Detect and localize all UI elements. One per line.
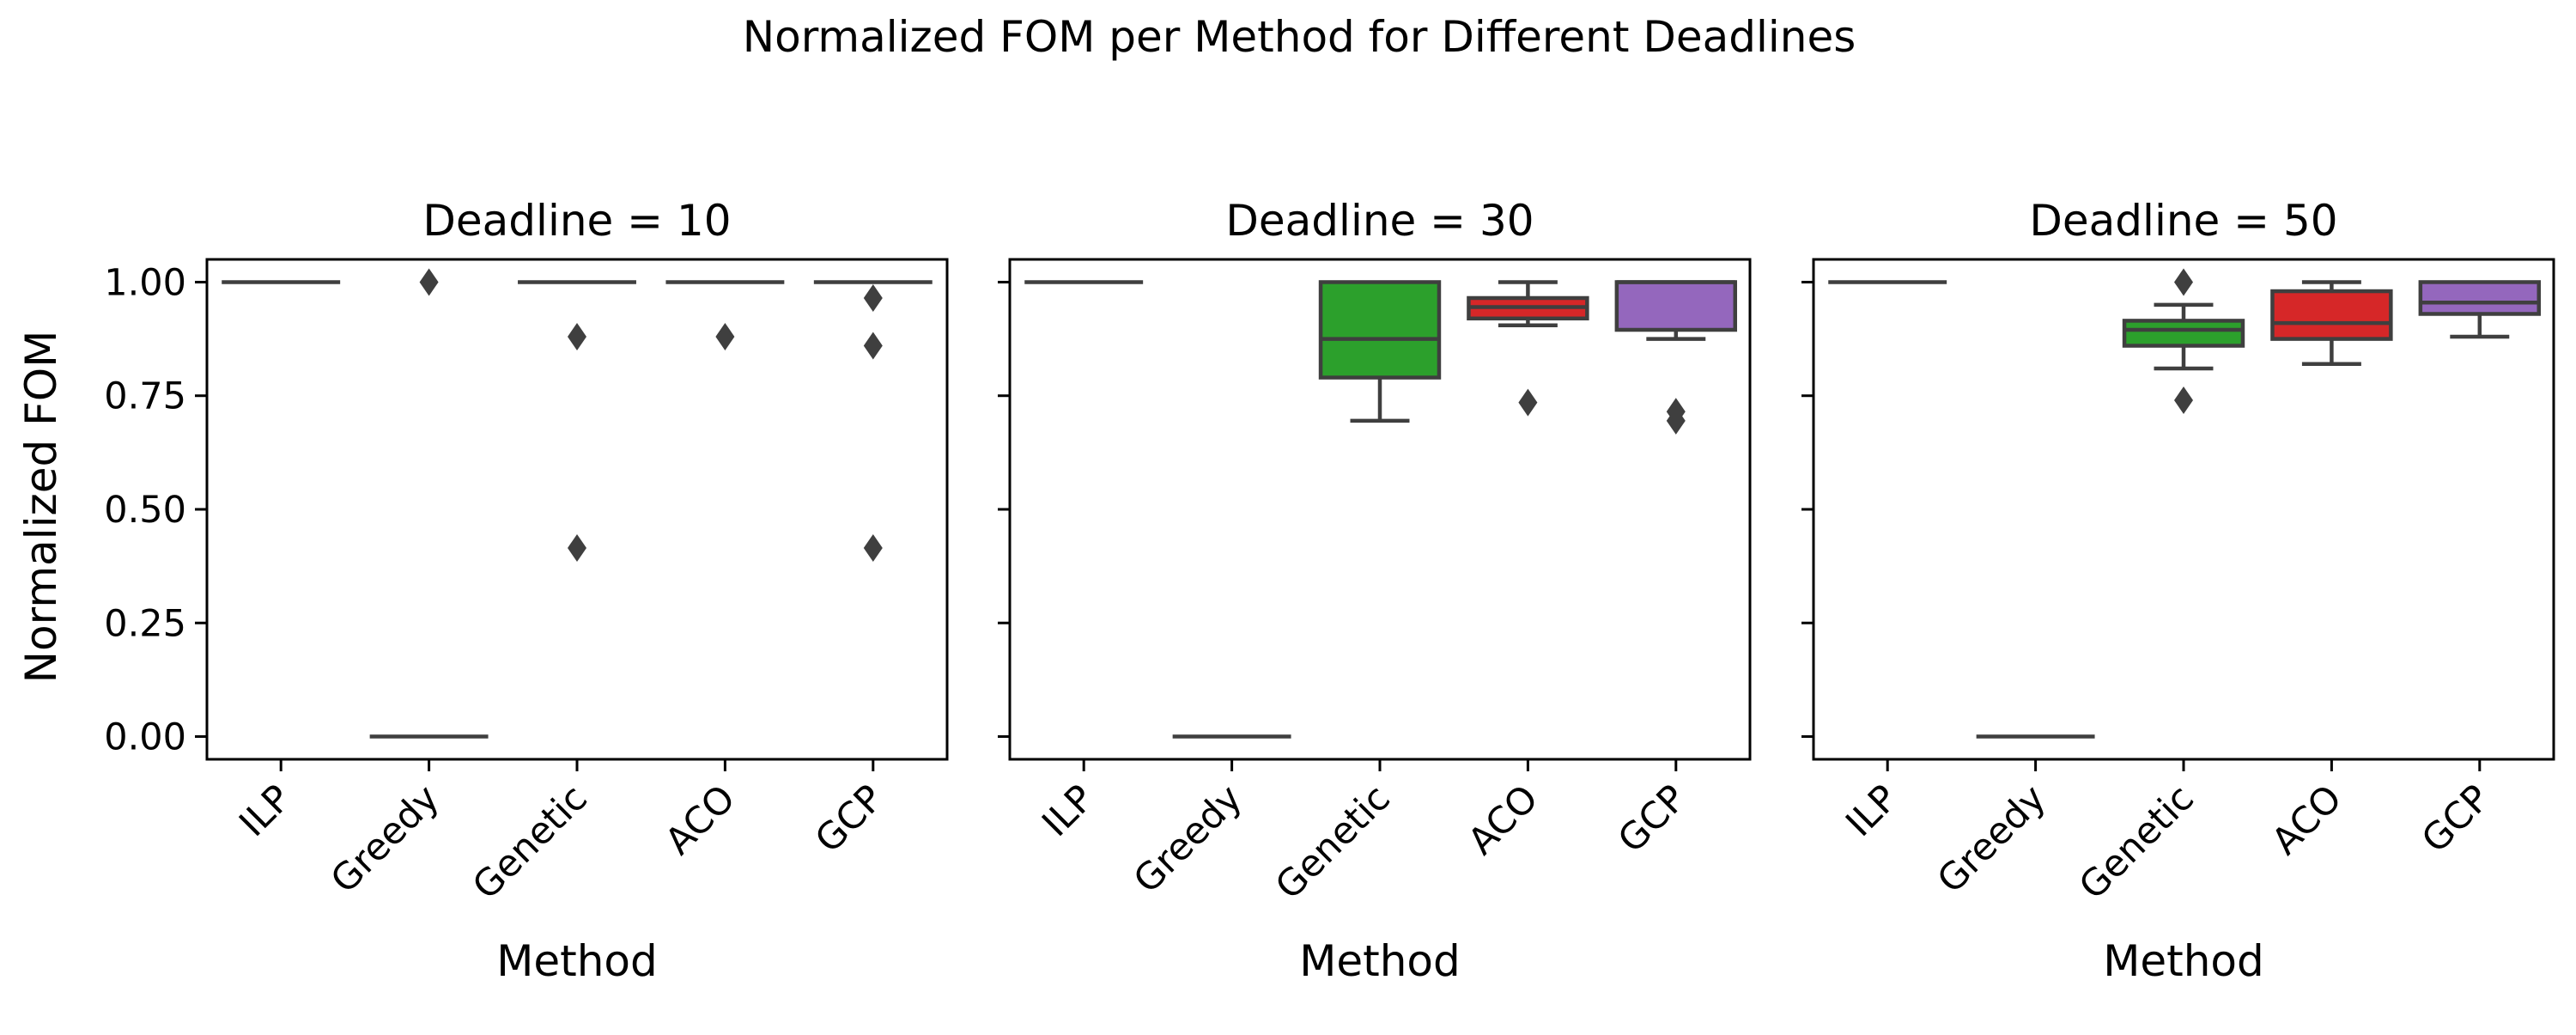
outlier-point [568, 322, 586, 350]
outlier-point [2174, 268, 2193, 296]
outlier-point [2174, 387, 2193, 415]
panel-1: Deadline = 10 0.00 0.25 0.50 0.75 1.00 ILP Gree… [104, 196, 949, 986]
box-body [2122, 319, 2245, 348]
panel-title: Deadline = 10 [422, 196, 731, 246]
y-tick-label: 0.00 [104, 716, 186, 759]
box-genetic [518, 280, 636, 562]
x-tick-label: ILP [1838, 776, 1906, 845]
y-axis-label: Normalized FOM [16, 331, 66, 684]
x-tick-label: ACO [2263, 776, 2350, 863]
x-tick-label: Greedy [1126, 776, 1250, 901]
box-genetic [2122, 268, 2245, 415]
x-tick-label: Greedy [1929, 776, 2054, 901]
x-tick-label: Genetic [2071, 776, 2202, 908]
y-tick-label: 0.75 [104, 375, 186, 418]
panel-3: Deadline = 50 ILP Greedy Genetic ACO GCP Metho… [1801, 196, 2555, 986]
y-tick-label: 0.50 [104, 489, 186, 532]
outlier-point [863, 283, 883, 312]
box-gcp [1614, 280, 1738, 435]
outlier-point [863, 332, 883, 360]
x-axis-label: Method [1299, 936, 1461, 986]
panel-title: Deadline = 50 [2029, 196, 2337, 246]
y-tick-label: 0.25 [104, 602, 186, 645]
panel-title: Deadline = 30 [1225, 196, 1534, 246]
x-tick-label: GCP [1610, 776, 1694, 861]
panel-2: Deadline = 30 ILP Greedy Genetic ACO GCP Metho… [998, 196, 1752, 986]
x-tick-label: Greedy [323, 776, 447, 901]
box-aco [2270, 280, 2393, 366]
x-axis-label: Method [2103, 936, 2264, 986]
outlier-point [568, 533, 586, 562]
x-tick-label: ILP [231, 776, 300, 845]
x-tick-label: ILP [1034, 776, 1103, 845]
x-tick-label: Genetic [465, 776, 596, 908]
box-genetic [1318, 280, 1442, 423]
outlier-point [863, 533, 883, 562]
box-aco [1467, 280, 1589, 417]
y-tick-label: 1.00 [104, 261, 186, 304]
box-body [1614, 280, 1738, 332]
box-aco [665, 280, 785, 350]
x-axis-label: Method [496, 936, 658, 986]
box-body [1318, 280, 1442, 380]
outlier-point [1666, 406, 1686, 435]
x-tick-label: Genetic [1267, 776, 1399, 908]
box-greedy [369, 268, 489, 739]
x-tick-label: GCP [807, 776, 891, 861]
outlier-point [419, 268, 439, 296]
x-tick-label: ACO [657, 776, 744, 863]
panels: Deadline = 10 0.00 0.25 0.50 0.75 1.00 ILP Gree… [104, 196, 2555, 986]
chart-title: Normalized FOM per Method for Different … [743, 12, 1856, 62]
box-gcp [813, 280, 933, 562]
box-body [2270, 289, 2393, 341]
box-body [2418, 280, 2542, 316]
outlier-point [715, 322, 735, 350]
outlier-point [1518, 388, 1538, 417]
box-gcp [2418, 280, 2542, 339]
x-tick-label: GCP [2414, 776, 2498, 861]
x-tick-label: ACO [1460, 776, 1546, 863]
